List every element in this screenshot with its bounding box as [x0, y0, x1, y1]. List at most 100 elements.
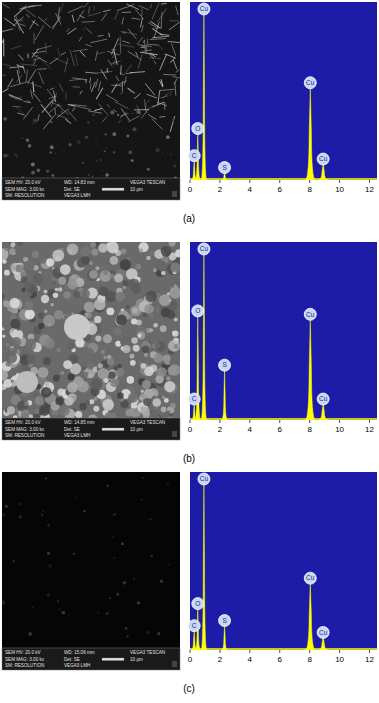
- x-tick-label: 10: [335, 185, 344, 194]
- grain: [21, 276, 28, 283]
- sem-texture: [2, 477, 180, 670]
- fiber: [106, 94, 118, 101]
- grain: [128, 393, 138, 403]
- grain: [39, 405, 50, 416]
- grain: [42, 568, 43, 569]
- grain: [133, 345, 140, 352]
- fiber: [70, 50, 74, 67]
- fiber: [8, 95, 18, 100]
- grain: [166, 135, 170, 139]
- grain: [77, 381, 89, 393]
- fiber: [140, 18, 142, 28]
- grain: [121, 249, 127, 255]
- grain: [47, 552, 50, 555]
- grain: [106, 542, 107, 543]
- fiber: [2, 75, 6, 79]
- element-label: O: [195, 125, 200, 132]
- grain: [123, 286, 126, 289]
- fiber: [33, 93, 41, 102]
- fiber: [142, 25, 144, 32]
- grain: [129, 354, 134, 359]
- grain: [103, 334, 112, 343]
- grain: [160, 325, 167, 332]
- grain: [98, 243, 107, 252]
- x-tick: [339, 180, 340, 183]
- element-badge: C: [188, 393, 200, 405]
- fiber: [122, 17, 124, 24]
- x-tick-label: 8: [307, 185, 312, 194]
- grain: [48, 323, 51, 326]
- fiber: [57, 109, 69, 118]
- grain: [50, 145, 54, 149]
- grain: [131, 141, 132, 142]
- element-badge: Cu: [304, 572, 316, 584]
- fiber: [122, 81, 123, 91]
- fiber: [120, 65, 122, 75]
- x-tick: [190, 650, 191, 653]
- x-tick-label: 2: [218, 185, 223, 194]
- grain: [52, 249, 64, 261]
- fiber: [50, 88, 54, 90]
- element-label: C: [192, 622, 197, 629]
- grain: [6, 343, 10, 347]
- fiber: [161, 12, 162, 29]
- grain: [44, 310, 47, 313]
- fiber: [89, 7, 90, 14]
- grain: [63, 291, 71, 299]
- grain: [113, 557, 115, 559]
- grain: [128, 150, 132, 154]
- fiber: [26, 82, 41, 88]
- fiber: [54, 58, 68, 64]
- fiber: [38, 17, 51, 28]
- badge-circle: [188, 393, 200, 405]
- grain: [165, 360, 170, 365]
- fiber: [98, 81, 100, 90]
- grain: [137, 601, 140, 604]
- grain: [132, 308, 138, 314]
- badge-circle: [192, 598, 204, 610]
- fiber: [15, 18, 24, 33]
- fiber: [176, 6, 178, 15]
- info-strip: [2, 418, 180, 440]
- grain: [57, 389, 64, 396]
- x-tick-label: 0: [188, 425, 193, 434]
- fiber: [3, 64, 12, 66]
- grain: [43, 510, 44, 511]
- grain: [38, 255, 47, 264]
- info-text: SEM HV: 20.0 kV: [5, 650, 42, 655]
- grain: [84, 312, 88, 316]
- grain: [2, 323, 8, 329]
- fiber: [88, 12, 102, 16]
- grain: [151, 617, 152, 618]
- fiber: [165, 54, 176, 58]
- grain: [26, 139, 29, 142]
- grain: [72, 274, 76, 278]
- grain: [95, 141, 97, 143]
- grain: [49, 151, 52, 154]
- fiber: [23, 65, 25, 73]
- grain: [55, 288, 58, 291]
- grain: [162, 396, 165, 399]
- grain: [44, 338, 54, 348]
- grain: [10, 243, 14, 247]
- grain: [127, 636, 129, 638]
- fiber: [136, 52, 138, 57]
- badge-circle: [317, 153, 329, 165]
- grain: [161, 246, 172, 257]
- fiber: [37, 68, 46, 70]
- grain: [172, 119, 175, 122]
- fiber: [12, 106, 20, 107]
- element-label: Cu: [200, 475, 209, 482]
- fiber: [150, 21, 160, 28]
- fiber: [152, 3, 159, 19]
- x-tick-label: 2: [218, 425, 223, 434]
- info-text: Det: SE: [64, 657, 80, 662]
- grain: [63, 150, 64, 151]
- grain: [95, 336, 101, 342]
- x-tick-label: 8: [307, 655, 312, 664]
- fiber: [38, 114, 40, 121]
- info-text: VEGA3 LMH: [64, 663, 90, 668]
- grain: [23, 260, 34, 271]
- fiber: [90, 39, 107, 43]
- grain: [7, 406, 15, 414]
